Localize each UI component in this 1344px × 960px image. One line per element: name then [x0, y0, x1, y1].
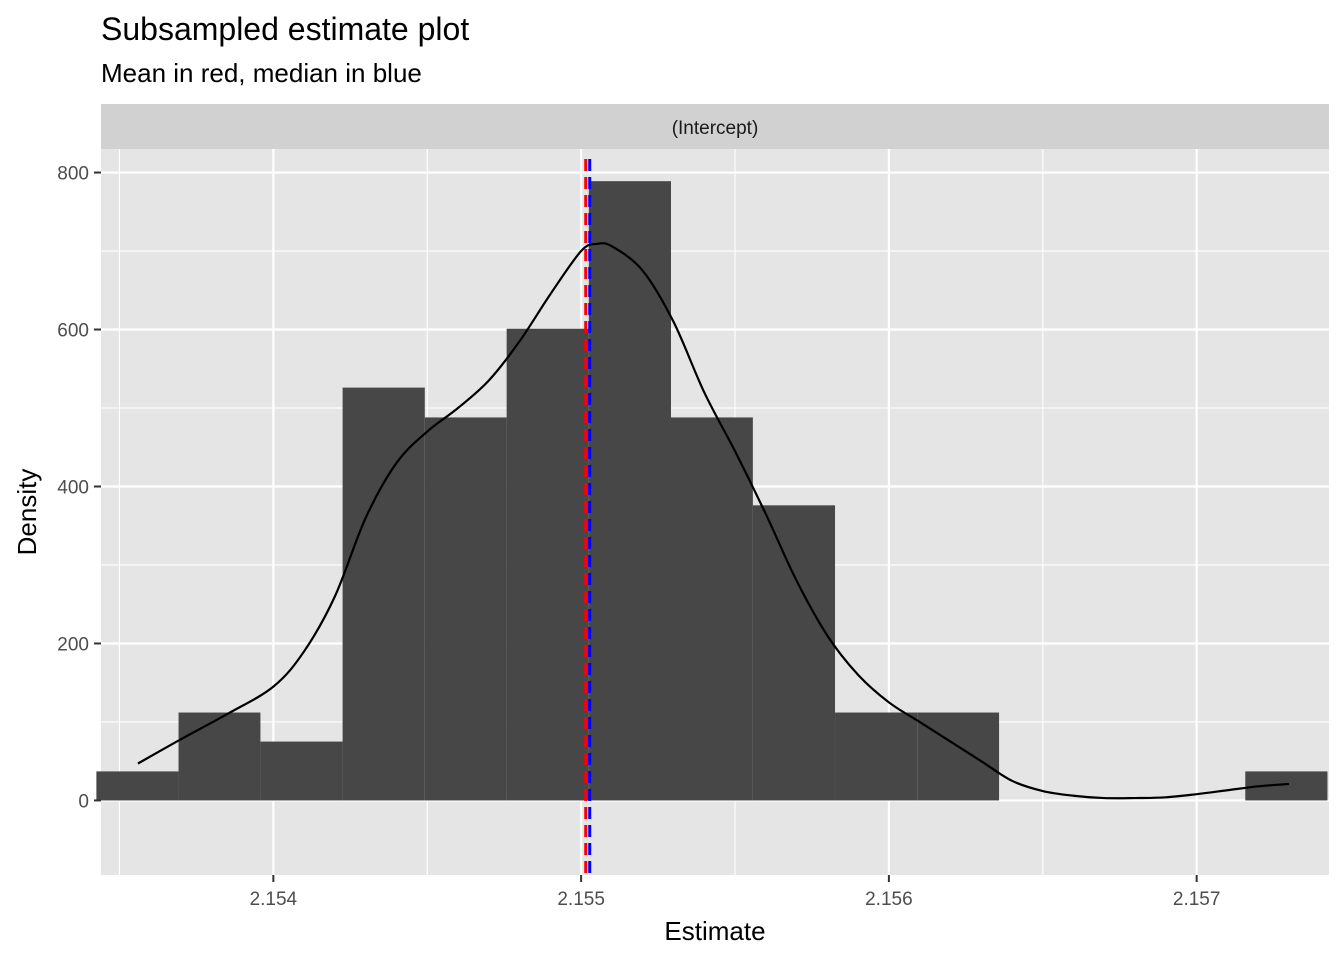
y-axis-title: Density	[12, 469, 42, 556]
x-tick-label: 2.155	[557, 889, 605, 910]
x-tick-label: 2.157	[1173, 889, 1221, 910]
histogram-bar	[752, 505, 836, 801]
y-tick-label: 600	[57, 321, 89, 342]
histogram-bar	[917, 712, 1000, 801]
density-curve	[137, 242, 1290, 800]
density-layer	[137, 242, 1290, 800]
y-tick-label: 200	[57, 634, 89, 655]
y-axis: 0 200 400 600 800	[57, 164, 101, 812]
chart-subtitle: Mean in red, median in blue	[101, 58, 422, 88]
reference-lines	[584, 159, 592, 875]
histogram-bar	[506, 328, 589, 801]
histogram-bar	[588, 181, 671, 801]
histogram-bar	[260, 741, 343, 801]
histogram-bar	[670, 417, 753, 801]
histogram-bar	[835, 712, 918, 801]
x-tick-label: 2.156	[865, 889, 913, 910]
y-tick-label: 800	[57, 164, 89, 185]
x-axis-title: Estimate	[664, 916, 765, 946]
chart-title: Subsampled estimate plot	[101, 11, 469, 47]
facet-strip-label: (Intercept)	[672, 118, 759, 139]
x-axis: 2.154 2.155 2.156 2.157	[250, 875, 1221, 910]
histogram-bars	[96, 181, 1328, 801]
histogram-bar	[96, 771, 179, 801]
y-tick-label: 0	[78, 791, 89, 812]
facet-strip	[101, 104, 1329, 149]
y-tick-label: 400	[57, 477, 89, 498]
histogram-bar	[342, 387, 425, 801]
x-tick-label: 2.154	[250, 889, 298, 910]
histogram-bar	[424, 417, 507, 801]
histogram-bar	[178, 712, 261, 801]
